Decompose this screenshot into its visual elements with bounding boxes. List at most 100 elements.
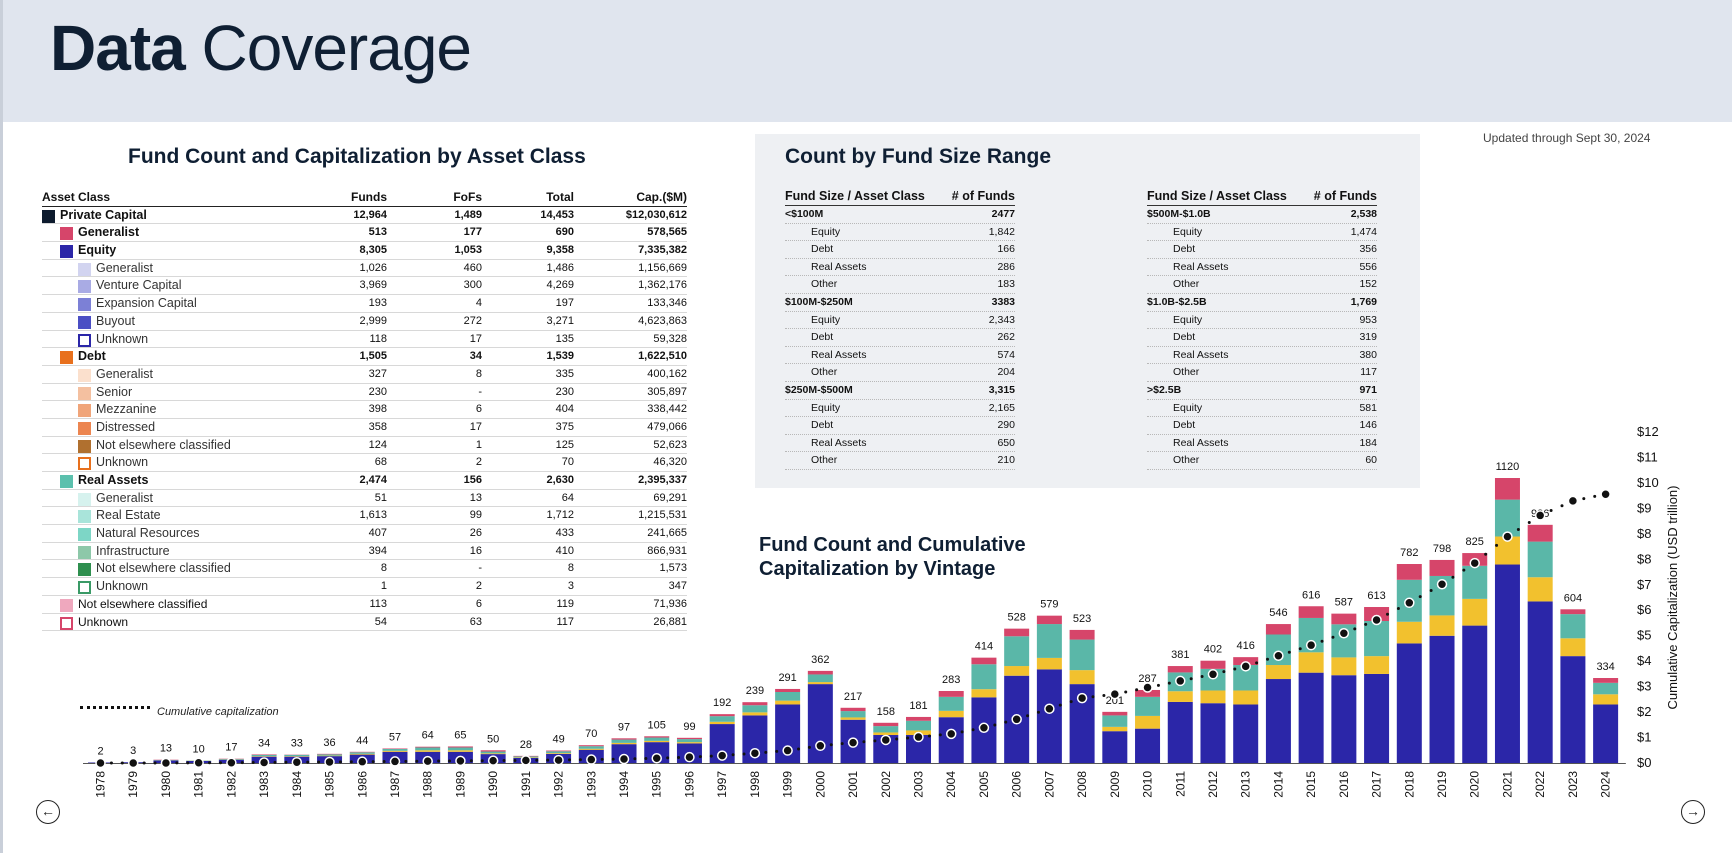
cap-trend-dot bbox=[873, 739, 877, 743]
cap-point bbox=[586, 754, 597, 765]
bar-debt bbox=[1331, 657, 1357, 676]
cap-trend-dot bbox=[306, 760, 310, 764]
cap-trend-dot bbox=[1385, 612, 1389, 616]
bar-total-label: 57 bbox=[389, 731, 401, 743]
bar-equity bbox=[88, 762, 113, 763]
color-swatch bbox=[60, 616, 73, 630]
bar-equity bbox=[1233, 704, 1259, 763]
bar-generalist bbox=[1593, 678, 1619, 683]
bar-generalist bbox=[938, 690, 964, 697]
x-tick-label: 2004 bbox=[944, 771, 958, 798]
cell-funds: 113 bbox=[369, 597, 387, 610]
bar-generalist bbox=[1102, 711, 1128, 716]
cell-cap: 305,897 bbox=[647, 385, 687, 398]
bar-equity bbox=[415, 751, 441, 763]
cap-trend-dot bbox=[535, 758, 539, 762]
bar-real-assets bbox=[382, 749, 408, 751]
fund-size-panel: Fund Size / Asset Class # of Funds <$100M 2… bbox=[755, 134, 1420, 488]
row-label: Distressed bbox=[96, 419, 156, 434]
cap-trend-dot bbox=[109, 761, 113, 765]
bar-generalist bbox=[1265, 624, 1291, 635]
cap-trend-dot bbox=[186, 761, 190, 765]
size-row: Other 210 bbox=[785, 452, 1015, 470]
color-swatch bbox=[60, 351, 73, 365]
cell-cap: 866,931 bbox=[647, 544, 687, 557]
cell-fofs: - bbox=[478, 385, 482, 398]
cell-cap: 479,066 bbox=[647, 420, 687, 433]
bar-total-label: 99 bbox=[683, 721, 695, 733]
size-label: Other bbox=[1173, 366, 1200, 379]
bar-generalist bbox=[709, 714, 735, 717]
size-row: Equity 1,842 bbox=[785, 224, 1015, 242]
bar-real-assets bbox=[775, 692, 801, 701]
cap-trend-dot bbox=[1364, 622, 1368, 626]
color-swatch bbox=[78, 492, 91, 506]
cell-cap: 133,346 bbox=[647, 297, 687, 310]
x-tick-label: 1994 bbox=[617, 771, 631, 798]
table-row: Unknown 1 2 3 347 bbox=[42, 578, 687, 596]
y-right-tick: $4 bbox=[1637, 653, 1651, 668]
x-tick-label: 2019 bbox=[1435, 771, 1449, 798]
bar-real-assets bbox=[1004, 636, 1030, 667]
cap-trend-dot bbox=[775, 749, 779, 753]
bar-debt bbox=[676, 742, 702, 744]
prev-arrow-button[interactable]: ← bbox=[36, 800, 60, 824]
bar-generalist bbox=[349, 751, 375, 753]
size-label: Equity bbox=[1173, 313, 1203, 326]
cell-funds: 68 bbox=[374, 456, 387, 469]
x-tick-label: 1993 bbox=[584, 771, 598, 798]
bar-total-label: 414 bbox=[975, 641, 993, 653]
header: Data Coverage bbox=[2, 0, 1732, 122]
y-right-tick: $10 bbox=[1637, 475, 1659, 490]
bar-equity bbox=[349, 754, 375, 763]
bar-debt bbox=[1593, 694, 1619, 705]
bar-total-label: 334 bbox=[1596, 661, 1614, 673]
cell-total: 14,453 bbox=[540, 208, 574, 221]
cap-trend-dot bbox=[1255, 661, 1259, 665]
bar-debt bbox=[1298, 652, 1324, 673]
cell-fofs: 17 bbox=[469, 332, 482, 345]
cap-trend-dot bbox=[1484, 552, 1488, 556]
next-arrow-button[interactable]: → bbox=[1681, 800, 1705, 824]
size-label: Other bbox=[1173, 278, 1200, 291]
cell-total: 9,358 bbox=[546, 244, 574, 257]
size-label: Debt bbox=[811, 419, 834, 432]
bar-real-assets bbox=[218, 758, 244, 760]
bar-generalist bbox=[1527, 524, 1553, 542]
size-row: Other 183 bbox=[785, 276, 1015, 294]
title-bold: Data bbox=[50, 12, 186, 84]
size-row: >$2.5B 971 bbox=[1147, 382, 1377, 400]
bar-generalist bbox=[1036, 615, 1062, 625]
cap-point bbox=[716, 750, 728, 761]
x-tick-label: 1998 bbox=[748, 771, 762, 798]
cap-trend-dot bbox=[218, 761, 222, 765]
table-row: Buyout 2,999 272 3,271 4,623,863 bbox=[42, 313, 687, 331]
color-swatch bbox=[60, 245, 73, 259]
cap-trend-dot bbox=[502, 759, 506, 763]
bar-real-assets bbox=[840, 711, 866, 718]
size-row: Equity 1,474 bbox=[1147, 224, 1377, 242]
bar-generalist bbox=[317, 753, 343, 755]
color-swatch bbox=[78, 563, 91, 577]
size-value: 2,538 bbox=[1350, 208, 1377, 220]
cell-funds: 2,474 bbox=[359, 474, 387, 486]
cap-trend-dot bbox=[1495, 543, 1499, 547]
bar-generalist bbox=[447, 746, 473, 748]
color-swatch bbox=[78, 528, 91, 542]
y-right-tick: $8 bbox=[1637, 526, 1651, 541]
bar-total-label: 3 bbox=[130, 745, 136, 757]
cell-fofs: 16 bbox=[469, 544, 482, 557]
bar-real-assets bbox=[1494, 499, 1520, 537]
table-row: Infrastructure 394 16 410 866,931 bbox=[42, 543, 687, 561]
bar-equity bbox=[611, 744, 637, 763]
cell-funds: 54 bbox=[374, 615, 387, 628]
vintage-chart-title: Fund Count and Cumulative Capitalization… bbox=[759, 534, 1026, 580]
cap-point bbox=[1534, 510, 1546, 521]
cell-fofs: 34 bbox=[469, 350, 482, 363]
cap-point bbox=[1338, 627, 1350, 639]
bar-debt bbox=[1102, 726, 1128, 732]
bar-generalist bbox=[251, 754, 277, 755]
cap-point bbox=[1240, 661, 1251, 672]
bar-debt bbox=[349, 753, 375, 755]
size-label: Other bbox=[811, 366, 838, 379]
